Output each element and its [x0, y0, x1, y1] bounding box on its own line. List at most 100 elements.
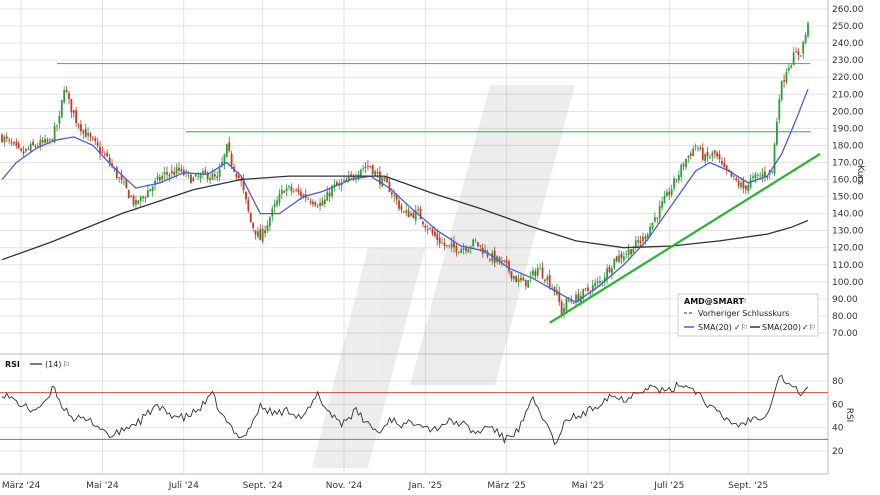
candle-body — [84, 129, 87, 138]
candle-body — [192, 177, 195, 182]
price-tick-label: 240.00 — [832, 39, 864, 49]
candle-body — [211, 173, 214, 180]
candle-body — [596, 281, 599, 283]
candle-body — [479, 245, 482, 247]
candle-body — [130, 196, 133, 197]
candle-body — [536, 268, 539, 276]
candle-body — [137, 200, 140, 204]
candle-body — [345, 179, 348, 182]
price-tick-label: 110.00 — [832, 261, 864, 271]
candle-body — [725, 165, 728, 171]
candle-body — [225, 144, 228, 157]
candle-body — [13, 141, 15, 144]
candle-body — [462, 247, 465, 250]
candle-body — [687, 155, 690, 158]
candle-body — [610, 268, 613, 274]
candle-body — [316, 206, 319, 208]
candle-body — [405, 210, 408, 213]
candle-body — [563, 308, 565, 313]
candle-body — [457, 251, 460, 253]
candle-body — [565, 298, 568, 311]
candle-body — [276, 200, 278, 206]
candle-body — [1, 134, 3, 143]
candle-body — [22, 151, 25, 154]
legend: AMD@SMART ⚐ Vorheriger Schlusskurs SMA(2… — [677, 293, 819, 337]
candle-body — [280, 189, 283, 195]
candle-body — [68, 93, 70, 99]
candle-body — [539, 268, 542, 270]
candle-body — [754, 174, 757, 179]
candle-body — [390, 192, 393, 195]
candle-body — [630, 249, 632, 255]
candle-body — [94, 138, 97, 142]
candle-body — [223, 154, 226, 164]
candle-body — [367, 165, 369, 167]
candle-body — [489, 259, 491, 260]
candle-body — [771, 171, 774, 173]
candle-body — [32, 141, 34, 146]
candle-body — [634, 240, 637, 247]
candle-body — [295, 189, 298, 191]
candle-body — [309, 201, 312, 203]
candle-body — [25, 148, 27, 152]
candle-body — [163, 172, 166, 175]
candles — [1, 20, 809, 319]
candle-body — [732, 175, 735, 177]
candle-body — [661, 201, 664, 208]
candle-body — [149, 188, 152, 192]
time-tick-label: Sept. '24 — [243, 481, 283, 491]
price-tick-label: 180.00 — [832, 141, 864, 151]
candle-body — [713, 150, 716, 154]
candle-body — [273, 204, 276, 207]
candle-body — [469, 246, 472, 249]
candle-body — [335, 182, 338, 186]
candle-body — [627, 249, 630, 255]
candle-body — [99, 146, 101, 154]
candle-body — [319, 202, 321, 207]
candle-body — [804, 35, 807, 43]
candle-body — [544, 279, 546, 281]
candle-body — [39, 140, 42, 147]
price-tick-label: 170.00 — [832, 158, 864, 168]
candle-body — [10, 142, 13, 144]
candle-body — [618, 255, 620, 263]
candle-body — [245, 191, 247, 200]
candle-body — [591, 285, 594, 292]
candle-body — [161, 175, 164, 180]
candle-body — [144, 197, 147, 199]
candle-body — [606, 268, 608, 280]
candle-body — [259, 229, 262, 241]
candle-body — [20, 148, 23, 151]
candle-body — [378, 171, 381, 185]
candle-body — [790, 65, 793, 68]
candle-body — [383, 177, 386, 179]
candle-body — [807, 23, 809, 37]
candle-body — [410, 213, 412, 216]
candle-body — [453, 241, 455, 248]
rsi-axis: 80 60 40 20 — [832, 377, 844, 457]
price-tick-label: 190.00 — [832, 124, 864, 134]
candle-body — [792, 52, 795, 66]
candle-body — [278, 193, 281, 203]
candle-body — [646, 234, 649, 238]
candle-body — [594, 282, 597, 287]
candle-body — [352, 176, 355, 179]
candle-body — [670, 189, 673, 195]
time-tick-label: Mai '25 — [572, 481, 605, 491]
candle-body — [8, 139, 11, 141]
candle-body — [307, 198, 310, 200]
candle-body — [108, 157, 111, 164]
candle-body — [419, 208, 422, 220]
candle-body — [371, 165, 374, 175]
candle-body — [553, 286, 556, 293]
candle-body — [261, 228, 264, 242]
candle-body — [718, 154, 721, 160]
candle-body — [534, 271, 537, 277]
candle-body — [75, 110, 78, 124]
candle-body — [744, 185, 747, 190]
candle-body — [620, 253, 623, 259]
candle-body — [60, 100, 63, 118]
candle-body — [63, 90, 66, 103]
candle-body — [29, 144, 32, 152]
